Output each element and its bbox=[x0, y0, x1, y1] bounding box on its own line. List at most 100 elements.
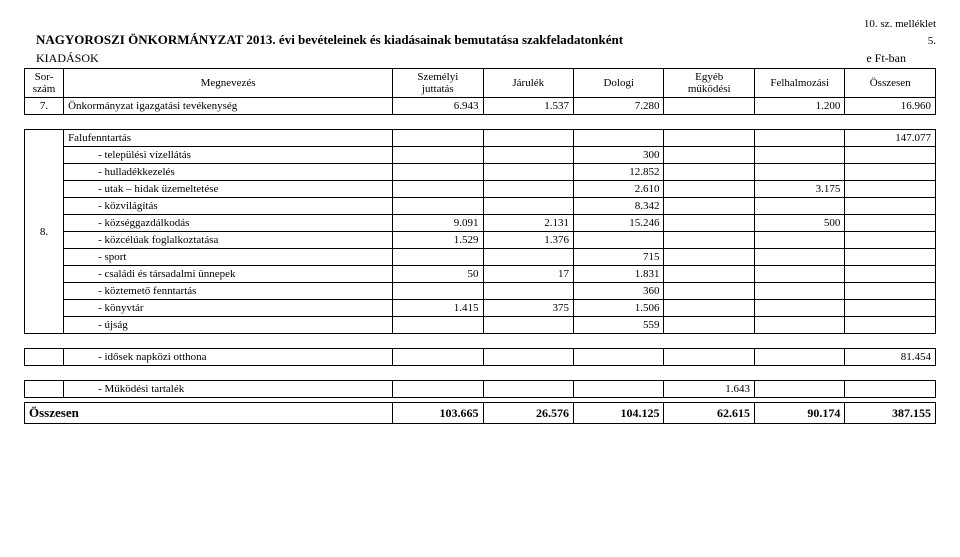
col-szemelyi: Személyi juttatás bbox=[393, 69, 483, 98]
cell bbox=[754, 381, 844, 398]
cell: 2.131 bbox=[483, 215, 573, 232]
cell bbox=[483, 349, 573, 366]
cell bbox=[664, 181, 754, 198]
cell: Önkormányzat igazgatási tevékenység bbox=[64, 98, 393, 115]
cell bbox=[393, 164, 483, 181]
cell: 1.537 bbox=[483, 98, 573, 115]
cell: - családi és társadalmi ünnepek bbox=[64, 266, 393, 283]
cell bbox=[845, 283, 936, 300]
cell bbox=[574, 232, 664, 249]
cell: - sport bbox=[64, 249, 393, 266]
cell: 300 bbox=[574, 147, 664, 164]
cell bbox=[845, 300, 936, 317]
cell bbox=[754, 232, 844, 249]
cell bbox=[483, 249, 573, 266]
cell: 1.200 bbox=[754, 98, 844, 115]
cell bbox=[845, 164, 936, 181]
col-felhalmozasi: Felhalmozási bbox=[754, 69, 844, 98]
cell: 16.960 bbox=[845, 98, 936, 115]
cell: 7.280 bbox=[574, 98, 664, 115]
cell bbox=[845, 381, 936, 398]
col-jarulek: Járulék bbox=[483, 69, 573, 98]
cell bbox=[25, 381, 64, 398]
cell: 1.376 bbox=[483, 232, 573, 249]
cell: 103.665 bbox=[393, 403, 483, 424]
cell bbox=[664, 215, 754, 232]
cell bbox=[845, 249, 936, 266]
cell bbox=[483, 130, 573, 147]
cell bbox=[393, 249, 483, 266]
cell bbox=[754, 317, 844, 334]
cell: 1.529 bbox=[393, 232, 483, 249]
cell bbox=[754, 349, 844, 366]
cell bbox=[393, 317, 483, 334]
col-osszesen: Összesen bbox=[845, 69, 936, 98]
cell: 1.643 bbox=[664, 381, 754, 398]
page-title: NAGYOROSZI ÖNKORMÁNYZAT 2013. évi bevéte… bbox=[24, 32, 623, 48]
cell: - Működési tartalék bbox=[64, 381, 393, 398]
cell: - utak – hidak üzemeltetése bbox=[64, 181, 393, 198]
cell: 17 bbox=[483, 266, 573, 283]
totals-label: Összesen bbox=[25, 403, 393, 424]
cell bbox=[845, 215, 936, 232]
cell bbox=[393, 181, 483, 198]
cell bbox=[845, 232, 936, 249]
cell bbox=[754, 130, 844, 147]
cell bbox=[754, 147, 844, 164]
cell bbox=[754, 300, 844, 317]
cell bbox=[393, 147, 483, 164]
cell: 15.246 bbox=[574, 215, 664, 232]
cell: - közcélúak foglalkoztatása bbox=[64, 232, 393, 249]
cell: 1.506 bbox=[574, 300, 664, 317]
cell bbox=[754, 283, 844, 300]
cell bbox=[664, 164, 754, 181]
tartalek-table: - Működési tartalék 1.643 bbox=[24, 380, 936, 398]
attachment-label: 10. sz. melléklet bbox=[24, 18, 936, 30]
cell: 90.174 bbox=[754, 403, 844, 424]
cell bbox=[483, 317, 573, 334]
table-row: - hulladékkezelés 12.852 bbox=[25, 164, 936, 181]
table-row: - települési vízellátás 300 bbox=[25, 147, 936, 164]
cell: 360 bbox=[574, 283, 664, 300]
table-row: - családi és társadalmi ünnepek 50 17 1.… bbox=[25, 266, 936, 283]
cell: 6.943 bbox=[393, 98, 483, 115]
cell bbox=[483, 181, 573, 198]
cell: - hulladékkezelés bbox=[64, 164, 393, 181]
cell bbox=[25, 349, 64, 366]
cell bbox=[845, 198, 936, 215]
cell bbox=[664, 232, 754, 249]
cell bbox=[664, 317, 754, 334]
cell: 12.852 bbox=[574, 164, 664, 181]
cell: - községgazdálkodás bbox=[64, 215, 393, 232]
cell: 375 bbox=[483, 300, 573, 317]
col-megnevezes: Megnevezés bbox=[64, 69, 393, 98]
cell bbox=[845, 266, 936, 283]
table-row: - könyvtár 1.415 375 1.506 bbox=[25, 300, 936, 317]
cell bbox=[664, 130, 754, 147]
cell bbox=[664, 147, 754, 164]
header-table: Sor- szám Megnevezés Személyi juttatás J… bbox=[24, 68, 936, 115]
cell bbox=[393, 198, 483, 215]
col-dologi: Dologi bbox=[574, 69, 664, 98]
cell: - köztemető fenntartás bbox=[64, 283, 393, 300]
cell bbox=[483, 283, 573, 300]
cell: 7. bbox=[25, 98, 64, 115]
cell: - könyvtár bbox=[64, 300, 393, 317]
row-totals: Összesen 103.665 26.576 104.125 62.615 9… bbox=[25, 403, 936, 424]
row-8-header: 8. Falufenntartás 147.077 bbox=[25, 130, 936, 147]
cell bbox=[754, 198, 844, 215]
cell bbox=[393, 349, 483, 366]
cell: 8.342 bbox=[574, 198, 664, 215]
cell bbox=[393, 283, 483, 300]
cell: - közvilágítás bbox=[64, 198, 393, 215]
table-header-row: Sor- szám Megnevezés Személyi juttatás J… bbox=[25, 69, 936, 98]
cell bbox=[754, 164, 844, 181]
cell bbox=[664, 266, 754, 283]
cell bbox=[664, 349, 754, 366]
cell-rownum: 8. bbox=[25, 130, 64, 334]
cell: 62.615 bbox=[664, 403, 754, 424]
cell bbox=[845, 181, 936, 198]
cell bbox=[754, 249, 844, 266]
table-row: - újság 559 bbox=[25, 317, 936, 334]
cell bbox=[664, 249, 754, 266]
